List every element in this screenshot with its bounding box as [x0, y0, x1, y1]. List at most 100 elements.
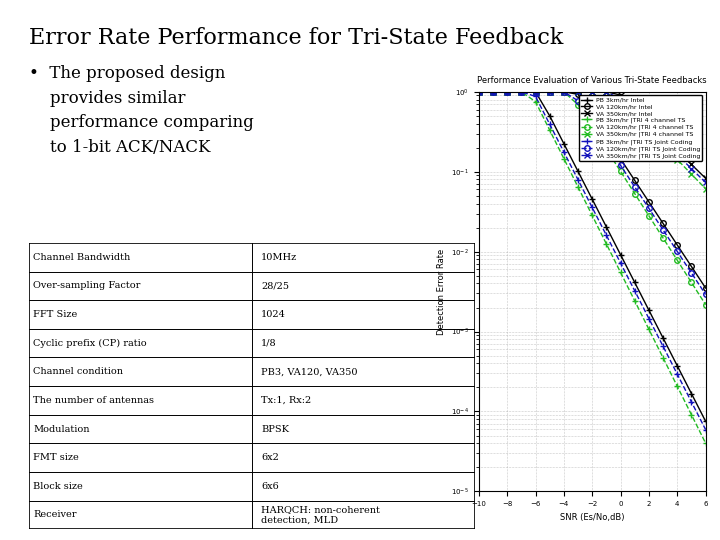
PB 3km/hr |TRI 4 channel TS [631, 298, 639, 304]
PB 3km/hr |TRI TS Joint Coding [602, 232, 611, 239]
VA 120km/hr Intel [631, 177, 639, 184]
VA 120km/hr |TRI TS Joint Coding [602, 140, 611, 147]
VA 120km/hr |TRI TS Joint Coding [631, 184, 639, 190]
VA 120km/hr Intel [644, 199, 653, 205]
VA 350km/hr |TRI TS Joint Coding [602, 89, 611, 95]
Text: PB3, VA120, VA350: PB3, VA120, VA350 [261, 367, 357, 376]
VA 350km/hr |TRI TS Joint Coding [644, 124, 653, 130]
PB 3km/hr |TRI TS Joint Coding [531, 93, 540, 100]
VA 350km/hr |TRI TS Joint Coding [631, 110, 639, 116]
PB 3km/hr |TRI TS Joint Coding [673, 371, 682, 377]
VA 350km/hr Intel [602, 89, 611, 95]
VA 350km/hr |TRI 4 channel TS [517, 89, 526, 95]
PB 3km/hr |TRI TS Joint Coding [644, 315, 653, 322]
VA 120km/hr |TRI TS Joint Coding [531, 89, 540, 95]
PB 3km/hr Intel [531, 89, 540, 95]
PB 3km/hr Intel [602, 224, 611, 230]
VA 120km/hr |TRI 4 channel TS [489, 89, 498, 95]
VA 120km/hr |TRI 4 channel TS [574, 102, 582, 108]
VA 350km/hr |TRI 4 channel TS [545, 89, 554, 95]
PB 3km/hr |TRI 4 channel TS [616, 269, 625, 275]
VA 120km/hr |TRI 4 channel TS [531, 89, 540, 95]
PB 3km/hr Intel [673, 362, 682, 369]
Line: VA 120km/hr Intel: VA 120km/hr Intel [476, 89, 708, 291]
VA 120km/hr |TRI 4 channel TS [545, 89, 554, 95]
VA 350km/hr |TRI 4 channel TS [673, 157, 682, 163]
VA 350km/hr Intel [545, 89, 554, 95]
VA 350km/hr Intel [531, 89, 540, 95]
PB 3km/hr Intel [616, 252, 625, 258]
PB 3km/hr |TRI 4 channel TS [602, 241, 611, 247]
Text: 1/8: 1/8 [261, 339, 276, 348]
PB 3km/hr Intel [687, 390, 696, 397]
PB 3km/hr |TRI TS Joint Coding [474, 89, 483, 95]
VA 120km/hr Intel [687, 264, 696, 270]
Text: detection, MLD: detection, MLD [261, 516, 338, 524]
VA 350km/hr |TRI 4 channel TS [489, 89, 498, 95]
PB 3km/hr |TRI 4 channel TS [545, 127, 554, 133]
VA 120km/hr |TRI TS Joint Coding [503, 89, 511, 95]
PB 3km/hr |TRI 4 channel TS [687, 411, 696, 418]
VA 350km/hr Intel [673, 147, 682, 154]
VA 120km/hr |TRI TS Joint Coding [489, 89, 498, 95]
VA 350km/hr |TRI 4 channel TS [659, 142, 667, 149]
VA 120km/hr Intel [673, 242, 682, 248]
VA 350km/hr |TRI TS Joint Coding [687, 165, 696, 172]
PB 3km/hr Intel [588, 196, 596, 202]
PB 3km/hr |TRI TS Joint Coding [687, 399, 696, 405]
VA 350km/hr |TRI 4 channel TS [574, 89, 582, 95]
VA 120km/hr |TRI TS Joint Coding [545, 89, 554, 95]
Text: Channel Bandwidth: Channel Bandwidth [33, 253, 130, 262]
VA 120km/hr |TRI TS Joint Coding [673, 248, 682, 255]
Text: FFT Size: FFT Size [33, 310, 78, 319]
PB 3km/hr Intel [631, 279, 639, 286]
VA 350km/hr |TRI TS Joint Coding [559, 89, 568, 95]
VA 350km/hr Intel [559, 89, 568, 95]
Line: VA 350km/hr |TRI 4 channel TS: VA 350km/hr |TRI 4 channel TS [476, 89, 708, 192]
Text: Block size: Block size [33, 482, 83, 491]
VA 350km/hr |TRI TS Joint Coding [574, 89, 582, 95]
VA 350km/hr |TRI TS Joint Coding [517, 89, 526, 95]
VA 120km/hr |TRI 4 channel TS [644, 213, 653, 219]
Text: BPSK: BPSK [261, 424, 289, 434]
VA 120km/hr Intel [559, 89, 568, 95]
Line: PB 3km/hr |TRI TS Joint Coding: PB 3km/hr |TRI TS Joint Coding [476, 89, 708, 433]
VA 120km/hr |TRI 4 channel TS [659, 235, 667, 241]
PB 3km/hr |TRI TS Joint Coding [616, 260, 625, 266]
VA 120km/hr Intel [489, 89, 498, 95]
PB 3km/hr |TRI TS Joint Coding [545, 121, 554, 127]
PB 3km/hr Intel [659, 335, 667, 341]
VA 120km/hr |TRI TS Joint Coding [474, 89, 483, 95]
PB 3km/hr |TRI 4 channel TS [588, 212, 596, 219]
Text: HARQCH: non-coherent: HARQCH: non-coherent [261, 505, 380, 514]
PB 3km/hr |TRI TS Joint Coding [559, 148, 568, 155]
VA 350km/hr Intel [474, 89, 483, 95]
Text: •  The proposed design
    provides similar
    performance comparing
    to 1-b: • The proposed design provides similar p… [29, 65, 253, 156]
PB 3km/hr |TRI TS Joint Coding [574, 177, 582, 183]
Line: PB 3km/hr |TRI 4 channel TS: PB 3km/hr |TRI 4 channel TS [476, 89, 708, 446]
Text: Receiver: Receiver [33, 510, 77, 519]
VA 350km/hr |TRI 4 channel TS [616, 98, 625, 105]
VA 350km/hr |TRI 4 channel TS [631, 113, 639, 119]
VA 350km/hr |TRI 4 channel TS [588, 89, 596, 95]
VA 350km/hr Intel [574, 89, 582, 95]
VA 350km/hr |TRI TS Joint Coding [503, 89, 511, 95]
VA 120km/hr |TRI 4 channel TS [687, 279, 696, 286]
VA 350km/hr |TRI 4 channel TS [644, 127, 653, 134]
Text: Error Rate Performance for Tri-State Feedback: Error Rate Performance for Tri-State Fee… [29, 27, 563, 49]
VA 350km/hr |TRI 4 channel TS [503, 89, 511, 95]
PB 3km/hr |TRI 4 channel TS [559, 156, 568, 162]
VA 120km/hr Intel [616, 156, 625, 162]
VA 350km/hr |TRI TS Joint Coding [673, 152, 682, 158]
Line: VA 120km/hr |TRI 4 channel TS: VA 120km/hr |TRI 4 channel TS [476, 89, 708, 307]
VA 120km/hr |TRI TS Joint Coding [588, 119, 596, 126]
VA 350km/hr |TRI TS Joint Coding [616, 96, 625, 103]
PB 3km/hr |TRI 4 channel TS [503, 89, 511, 95]
PB 3km/hr |TRI 4 channel TS [474, 89, 483, 95]
Text: 6x6: 6x6 [261, 482, 279, 491]
VA 120km/hr |TRI 4 channel TS [602, 146, 611, 152]
VA 120km/hr Intel [503, 89, 511, 95]
X-axis label: SNR (Es/No,dB): SNR (Es/No,dB) [560, 512, 624, 522]
PB 3km/hr Intel [474, 89, 483, 95]
PB 3km/hr Intel [503, 89, 511, 95]
